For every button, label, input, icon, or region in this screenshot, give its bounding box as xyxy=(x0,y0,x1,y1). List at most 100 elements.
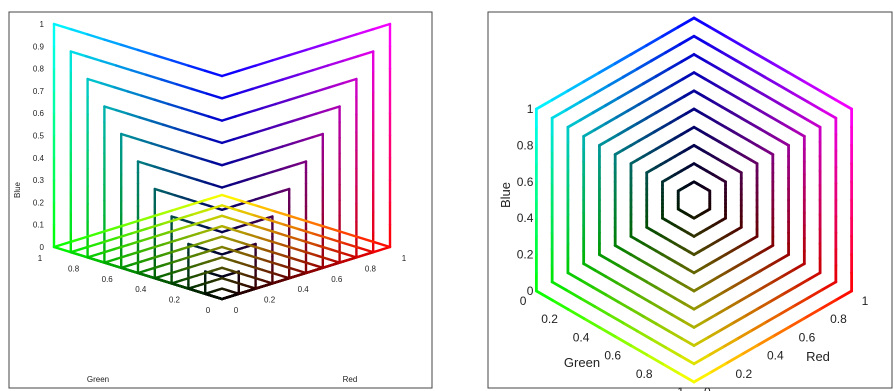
hexagon-edge xyxy=(692,125,759,166)
blue-tick-label: 0.2 xyxy=(517,248,534,262)
green-tick-label: 0.2 xyxy=(169,296,181,305)
hexagon-edge xyxy=(550,34,696,120)
green-wall-edge xyxy=(69,50,224,100)
left-panel-frame xyxy=(8,11,433,389)
bottom-edge xyxy=(136,245,224,275)
level-7-contour xyxy=(103,105,341,301)
hexagon-edge xyxy=(550,280,696,366)
hexagon-edge xyxy=(645,225,696,257)
red-wall-edge xyxy=(220,105,341,145)
left-chart: 0 0.1 0.2 0.3 0.4 0.5 0.6 0.7 0.8 0.9 1 1 0.8 0.6 0.4 0… xyxy=(13,20,407,384)
hexagon-edge xyxy=(613,244,696,293)
red-tick-label: 1 xyxy=(402,254,407,263)
bottom-edge xyxy=(69,204,224,254)
green-tick-label: 0.8 xyxy=(68,264,80,273)
blue-axis-label: Blue xyxy=(498,182,513,208)
hexagon-edge xyxy=(692,162,727,184)
hexagon-edge xyxy=(566,271,696,348)
red-tick-label: 0.4 xyxy=(767,349,784,363)
hexagon-edge xyxy=(692,34,838,120)
hexagon-level-10 xyxy=(534,16,854,384)
hexagon-edge xyxy=(629,234,696,275)
hexagon-edge xyxy=(692,280,838,366)
bottom-edge xyxy=(220,214,358,259)
red-tick-label: 0.8 xyxy=(830,312,847,326)
hexagon-edge xyxy=(692,289,854,384)
blue-tick-label: 0.8 xyxy=(33,65,45,74)
hexagon-edge xyxy=(582,262,696,329)
blue-tick-label: 0.8 xyxy=(517,138,534,152)
hexagon-level-7 xyxy=(582,71,806,329)
red-wall-edge xyxy=(220,22,392,78)
right-chart: 0 0.2 0.4 0.6 0.8 1 0 0.2 0.4 0.6 0.8 1 0 0.2 0.4 0.6 0.… xyxy=(498,16,869,391)
bottom-edge xyxy=(86,214,224,259)
hexagon-edge xyxy=(598,253,696,311)
red-wall-edge xyxy=(220,160,308,189)
blue-tick-label: 0.1 xyxy=(33,221,45,230)
red-wall-edge xyxy=(220,132,324,167)
right-panel-frame xyxy=(487,11,893,389)
hexagon-edge xyxy=(676,180,696,193)
bottom-edge xyxy=(153,256,224,280)
blue-tick-label: 0 xyxy=(40,243,45,252)
bottom-edge xyxy=(52,245,224,301)
bottom-edge xyxy=(220,287,241,295)
hexagon-edge xyxy=(692,89,790,147)
green-tick-label: 0 xyxy=(520,294,527,308)
red-wall-edge xyxy=(220,187,291,212)
bottom-edge xyxy=(220,245,308,275)
hexagon-edge xyxy=(692,253,790,311)
green-wall-edge xyxy=(86,77,224,122)
hexagon-edge xyxy=(598,89,696,147)
red-tick-label: 0.4 xyxy=(298,285,310,294)
hexagon-edge xyxy=(582,71,696,138)
green-tick-label: 0.2 xyxy=(541,312,558,326)
hexagon-edge xyxy=(692,216,727,238)
hexagon-edge xyxy=(692,262,806,329)
bottom-edge xyxy=(220,235,324,269)
bottom-edge xyxy=(220,204,375,254)
hexagon-edge xyxy=(613,107,696,156)
green-tick-label: 0 xyxy=(206,306,211,315)
red-tick-label: 1 xyxy=(862,294,869,308)
green-tick-label: 0.6 xyxy=(604,349,621,363)
hexagon-edge xyxy=(629,125,696,166)
blue-tick-label: 0.6 xyxy=(33,109,45,118)
red-wall-edge xyxy=(220,50,375,100)
bottom-edge xyxy=(203,287,224,295)
green-wall-edge xyxy=(103,105,224,145)
blue-tick-label: 0.3 xyxy=(33,176,45,185)
green-tick-label: 0.6 xyxy=(102,275,114,284)
bottom-edge xyxy=(220,224,341,264)
red-tick-label: 0.8 xyxy=(365,264,377,273)
hexagon-level-6 xyxy=(598,89,790,311)
hexagon-edge xyxy=(692,71,806,138)
blue-tick-label: 0.4 xyxy=(517,211,534,225)
hexagon-edge xyxy=(692,180,712,193)
hexagon-edge xyxy=(661,162,696,184)
red-tick-label: 0 xyxy=(704,385,711,391)
hexagon-level-1 xyxy=(676,180,712,220)
blue-tick-label: 0.7 xyxy=(33,87,45,96)
hexagon-edge xyxy=(692,244,775,293)
hexagon-edge xyxy=(534,289,696,384)
green-tick-label: 1 xyxy=(38,254,43,263)
red-wall-edge xyxy=(220,77,358,122)
green-tick-label: 0.4 xyxy=(135,285,147,294)
hexagon-level-4 xyxy=(629,125,759,275)
hexagon-edge xyxy=(692,143,743,175)
hexagon-edge xyxy=(692,107,775,156)
bottom-edge xyxy=(220,266,274,285)
hexagon-level-5 xyxy=(613,107,775,293)
hexagon-level-8 xyxy=(566,53,822,348)
green-tick-label: 1 xyxy=(677,385,684,391)
green-axis-label: Green xyxy=(564,355,600,370)
red-tick-label: 0.6 xyxy=(799,330,816,344)
bottom-edge xyxy=(220,277,257,290)
green-wall-edge xyxy=(52,22,224,78)
blue-tick-label: 0 xyxy=(527,284,534,298)
hexagon-level-3 xyxy=(645,143,743,257)
green-axis-label: Green xyxy=(87,375,109,384)
green-wall-edge xyxy=(119,132,224,167)
blue-tick-label: 0.9 xyxy=(33,42,45,51)
